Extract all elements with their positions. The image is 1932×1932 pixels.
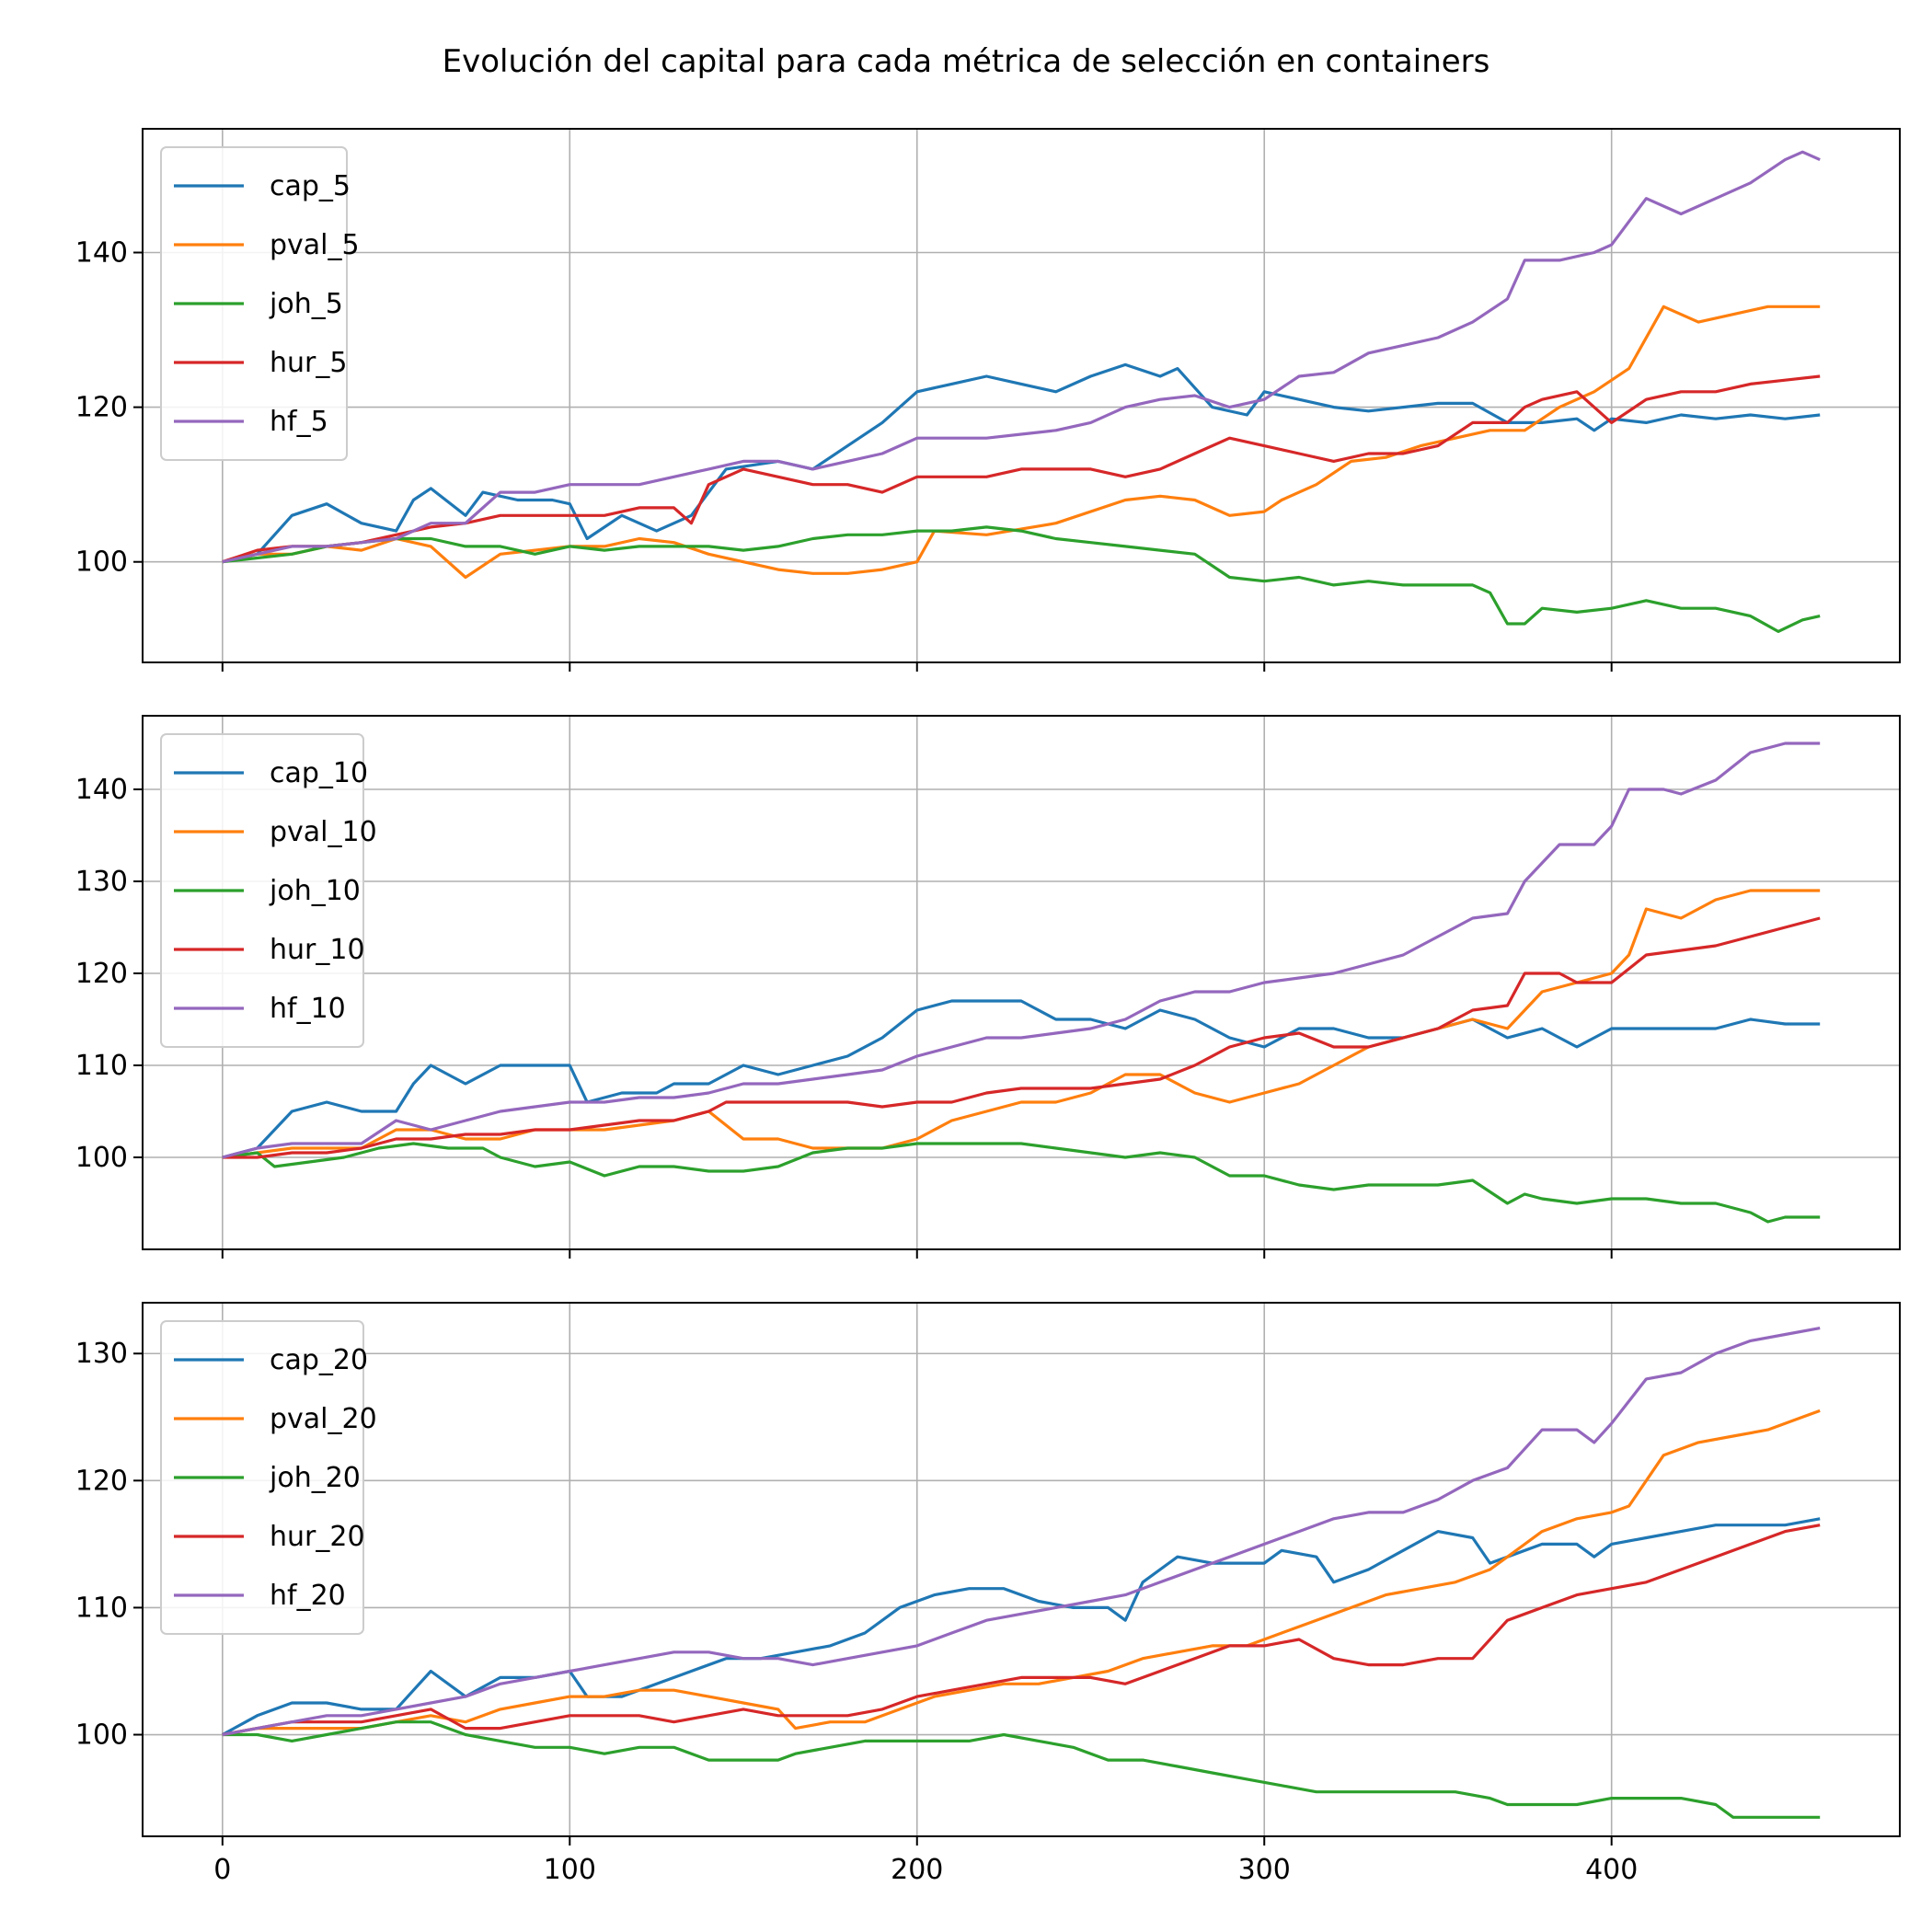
series-line-cap-10: [222, 999, 1821, 1159]
series-line-hf-10: [222, 742, 1821, 1159]
y-tick-label: 100: [75, 546, 128, 579]
subplot-1: 100 120 140 cap_5 pval_5 joh_5 hur_5 hf_5: [75, 128, 1901, 672]
legend-box: [160, 146, 348, 461]
y-tick-label: 120: [75, 1465, 128, 1497]
legend-label: cap_10: [270, 757, 368, 789]
legend-label: joh_5: [269, 288, 343, 320]
legend-label: hf_5: [270, 406, 328, 438]
legend-label: hur_20: [270, 1521, 365, 1553]
legend: cap_20 pval_20 joh_20 hur_20 hf_20: [160, 1320, 377, 1635]
x-tick-label: 0: [213, 1854, 231, 1886]
legend: cap_5 pval_5 joh_5 hur_5 hf_5: [160, 146, 360, 461]
legend-label: joh_20: [269, 1462, 361, 1494]
series-lines: [222, 742, 1821, 1224]
series-line-pval-10: [222, 889, 1821, 1159]
series-line-hur-10: [222, 916, 1821, 1159]
y-tick-label: 140: [75, 774, 128, 806]
chart-title: Evolución del capital para cada métrica …: [443, 43, 1490, 80]
series-line-hur-20: [222, 1524, 1821, 1737]
y-tick-label: 130: [75, 1338, 128, 1370]
legend-label: hf_20: [270, 1580, 346, 1612]
legend-label: pval_20: [270, 1403, 377, 1435]
axes-frame: [142, 715, 1901, 1250]
series-line-hf-5: [222, 150, 1821, 564]
legend-label: hf_10: [270, 993, 346, 1025]
subplot-grid: 100 120 140 cap_5 pval_5 joh_5 hur_5 hf_5 100 110…: [75, 128, 1901, 1886]
legend-label: hur_10: [270, 934, 365, 966]
legend-box: [160, 1320, 364, 1635]
y-tick-label: 100: [75, 1142, 128, 1174]
x-tick-label: 300: [1238, 1854, 1291, 1886]
legend-label: joh_10: [269, 875, 361, 907]
y-tick-label: 130: [75, 866, 128, 898]
x-tick-label: 100: [544, 1854, 596, 1886]
series-line-pval-20: [222, 1409, 1821, 1737]
legend-label: hur_5: [270, 347, 347, 379]
series-line-joh-20: [222, 1720, 1821, 1819]
series-line-joh-5: [222, 525, 1821, 633]
grid-lines: [143, 716, 1900, 1249]
y-tick-label: 140: [75, 236, 128, 269]
series-line-hur-5: [222, 374, 1821, 564]
series-line-pval-5: [222, 305, 1821, 580]
x-tick-label: 200: [891, 1854, 943, 1886]
subplot-3: 100 110 120 130 0 100 200 300 400 cap_20 pval_20jo…: [75, 1302, 1901, 1886]
axes-frame: [142, 1302, 1901, 1837]
legend-box: [160, 733, 364, 1048]
y-tick-label: 120: [75, 392, 128, 424]
series-line-cap-20: [222, 1517, 1821, 1736]
axes-frame: [142, 128, 1901, 663]
x-tick-label: 400: [1585, 1854, 1638, 1886]
series-lines: [222, 1327, 1821, 1819]
subplot-2: 100 110 120 130 140 cap_10 pval_10 joh_10 hur_10…: [75, 715, 1901, 1259]
y-tick-label: 100: [75, 1719, 128, 1752]
y-tick-label: 120: [75, 958, 128, 990]
legend-label: cap_20: [270, 1344, 368, 1376]
legend: cap_10 pval_10 joh_10 hur_10 hf_10: [160, 733, 377, 1048]
series-line-joh-10: [222, 1142, 1821, 1224]
series-lines: [222, 150, 1821, 633]
grid-lines: [143, 129, 1900, 662]
y-tick-label: 110: [75, 1592, 128, 1624]
legend-label: cap_5: [270, 170, 351, 202]
legend-label: pval_5: [270, 229, 360, 261]
series-line-cap-5: [222, 362, 1821, 564]
series-line-hf-20: [222, 1327, 1821, 1737]
y-tick-label: 110: [75, 1050, 128, 1082]
legend-label: pval_10: [270, 816, 377, 848]
